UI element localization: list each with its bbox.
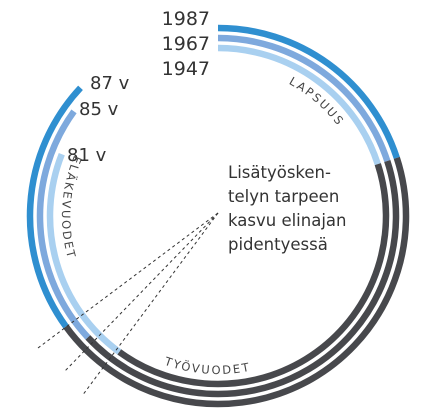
note-line: telyn tarpeen — [228, 187, 339, 206]
guide-line — [81, 212, 219, 397]
rings — [26, 24, 410, 408]
ring-segment — [217, 34, 391, 162]
age-label: 81 v — [67, 145, 107, 166]
note-line: kasvu elinajan — [228, 211, 346, 230]
guide-line — [37, 212, 219, 349]
ring-segment — [46, 152, 122, 355]
phase-label-path: TYÖVUODET — [162, 354, 250, 377]
ring-segment — [26, 85, 83, 329]
phase-label-path: ELÄKEVUODET — [59, 154, 83, 261]
age-label: 85 v — [79, 99, 119, 120]
ring-segment — [36, 109, 91, 340]
age-label: 87 v — [90, 73, 130, 94]
guide-lines — [37, 212, 219, 397]
phase-label: TYÖVUODET — [162, 354, 252, 377]
note-line: Lisätyösken- — [228, 163, 331, 182]
ring-segment — [117, 163, 390, 388]
ring-segment — [85, 159, 400, 398]
ring-segment — [217, 24, 400, 159]
ring-segment — [63, 156, 410, 408]
guide-line — [63, 212, 219, 373]
year-label: 1967 — [162, 33, 210, 55]
note-line: pidentyessä — [228, 235, 328, 254]
year-label: 1947 — [162, 58, 210, 80]
ring-segment — [217, 44, 381, 166]
phase-label: ELÄKEVUODET — [59, 154, 85, 261]
year-label: 1987 — [162, 8, 210, 30]
